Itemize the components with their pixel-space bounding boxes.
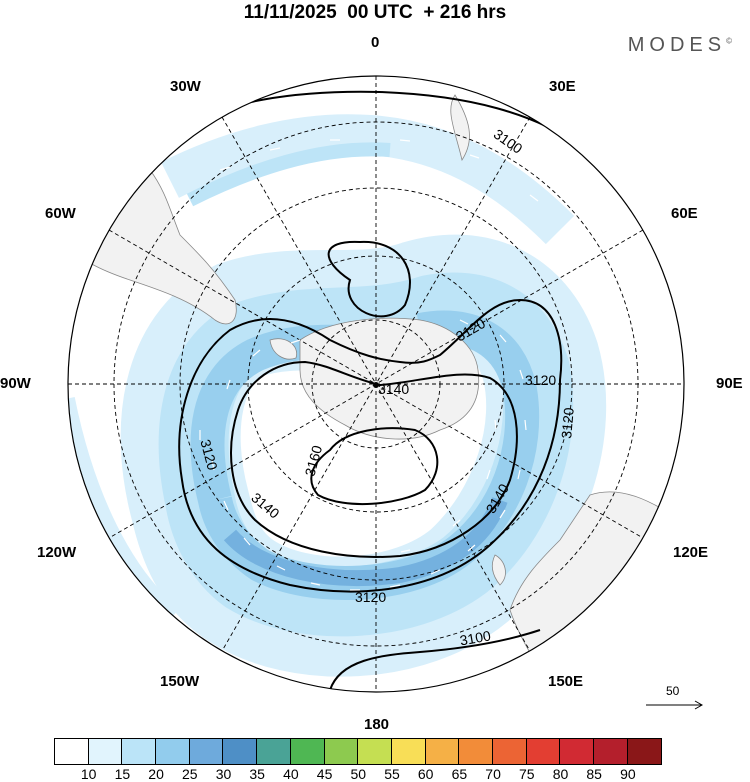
colorbar-tick-label: 85 [586, 766, 602, 782]
colorbar-swatch [189, 739, 224, 764]
contour-label: 3120 [525, 372, 556, 388]
colorbar-tick-label: 75 [519, 766, 535, 782]
colorbar-labels: 10 15 20 25 30 35 40 45 50 55 60 65 70 75 80 85 90 [0, 766, 750, 782]
colorbar-swatch [594, 739, 628, 764]
colorbar-swatch [358, 739, 392, 764]
colorbar-swatch [257, 739, 291, 764]
colorbar-tick-label: 80 [552, 766, 569, 782]
colorbar-swatch [391, 739, 426, 764]
wind-speed-shading [68, 114, 607, 677]
colorbar-tick-label: 90 [620, 766, 636, 782]
colorbar-swatch [122, 739, 157, 764]
colorbar-swatch [560, 739, 594, 764]
lon-label-120w: 120W [37, 544, 77, 561]
colorbar-swatch [492, 739, 527, 764]
colorbar-tick-label: 40 [283, 766, 299, 782]
colorbar-tick-label: 10 [80, 766, 97, 782]
colorbar-tick-label: 25 [182, 766, 198, 782]
colorbar-swatch [223, 739, 258, 764]
colorbar-tick-label: 55 [384, 766, 400, 782]
contour-label: 3120 [197, 438, 221, 472]
colorbar-tick-label: 45 [316, 766, 333, 782]
lon-label-150w: 150W [160, 673, 200, 690]
lon-label-60e: 60E [671, 205, 698, 222]
colorbar-swatch [55, 739, 89, 764]
colorbar-tick-label: 65 [451, 766, 468, 782]
lon-label-90w: 90W [0, 375, 31, 392]
colorbar-tick-label: 70 [485, 766, 501, 782]
contour-label: 3120 [355, 589, 386, 605]
contour-label: 3160 [302, 443, 326, 477]
contour-label: 3140 [378, 381, 409, 397]
lon-label-0: 0 [371, 34, 380, 51]
brand-logo: MODES© [628, 34, 732, 57]
colorbar-swatch [627, 739, 662, 764]
colorbar-swatch [156, 739, 190, 764]
colorbar-swatch [526, 739, 561, 764]
colorbar-tick-label: 35 [249, 766, 265, 782]
colorbar-swatch [324, 739, 359, 764]
colorbar-tick-label: 20 [148, 766, 164, 782]
contour-label-layer: 3100 3120 3140 3160 3140 3120 3120 3120 … [197, 126, 576, 649]
lon-label-30w: 30W [170, 78, 201, 95]
colorbar-swatch [425, 739, 460, 764]
lon-label-30e: 30E [549, 78, 576, 95]
brand-name: MODES [627, 34, 727, 56]
lon-label-90e: 90E [716, 375, 743, 392]
contour-label: 3100 [491, 126, 526, 157]
lon-label-150e: 150E [548, 673, 584, 690]
lon-label-180: 180 [364, 716, 390, 733]
brand-mark: © [726, 36, 732, 46]
map-boundary [67, 75, 685, 693]
colorbar-tick-label: 50 [350, 766, 367, 782]
pole-marker [373, 382, 379, 388]
colorbar-tick-label: 15 [114, 766, 131, 782]
colorbar-tick-label: 60 [417, 766, 434, 782]
colorbar [54, 738, 663, 765]
contour-label: 3120 [558, 407, 577, 440]
contour-label: 3100 [458, 627, 492, 648]
colorbar-swatch [88, 739, 123, 764]
colorbar-swatch [459, 739, 493, 764]
map-title: 11/11/2025 00 UTC + 216 hrs [243, 2, 507, 23]
lon-label-120e: 120E [673, 544, 709, 561]
reference-vector [646, 700, 704, 710]
colorbar-tick-label: 30 [215, 766, 232, 782]
reference-vector-label: 50 [666, 684, 680, 698]
colorbar-swatch [290, 739, 325, 764]
lon-label-60w: 60W [45, 205, 76, 222]
